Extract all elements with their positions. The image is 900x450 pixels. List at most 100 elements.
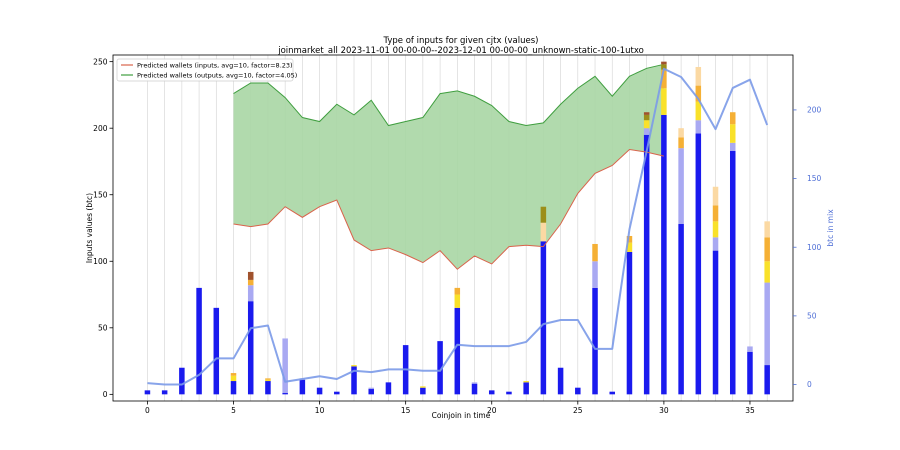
y2-axis-label: btc in mix: [826, 209, 835, 247]
bar-segment-fresh: [729, 150, 736, 395]
y2-tick-label: 200: [807, 106, 822, 115]
bar-segment-fresh: [540, 241, 547, 395]
y2-tick-label: 0: [807, 380, 812, 389]
bar-segment-remix: [764, 282, 770, 366]
y-tick-label: 100: [93, 257, 108, 266]
x-tick-label: 20: [487, 406, 497, 415]
y-axis-ticks: 0 50 100 150 200 250: [93, 57, 113, 399]
inputs-line: [233, 148, 664, 270]
y2-tick-label: 150: [807, 174, 822, 183]
bar-segment-fresh: [661, 114, 667, 395]
bar-segment-yellow: [351, 365, 357, 367]
bar-segment-yellow: [230, 375, 237, 382]
bar-segment-fresh: [144, 390, 151, 395]
bar-segment-yellow: [626, 242, 633, 252]
bar-segment-fresh: [471, 383, 478, 395]
bar-segment-yellow: [454, 294, 461, 308]
bar-segment-fresh: [247, 301, 254, 395]
y-tick-label: 0: [103, 390, 108, 399]
bar-segment-fresh: [506, 391, 512, 395]
bar-segment-orange: [712, 205, 719, 222]
bar-segment-fresh: [678, 224, 684, 395]
bar-segment-fresh: [764, 365, 770, 395]
bar-segment-fresh: [368, 389, 374, 395]
bar-segment-fresh: [299, 379, 306, 395]
bar-segment-fresh: [454, 307, 461, 395]
bar-segment-yellow: [420, 386, 426, 388]
bar-segment-olive: [540, 206, 547, 223]
bar-segment-remix: [712, 237, 719, 251]
bar-segment-fresh: [592, 287, 598, 395]
bar-segment-yellow: [712, 221, 719, 238]
bar-segment-fresh: [161, 390, 168, 395]
bar-segment-light: [540, 222, 547, 242]
bar-segment-remix: [471, 382, 478, 384]
bar-segment-fresh: [437, 341, 443, 395]
bar-segment-fresh: [213, 307, 220, 395]
bar-segment-light: [695, 66, 702, 86]
bar-segment-fresh: [575, 387, 581, 395]
x-tick-label: 30: [659, 406, 669, 415]
btc-in-mix-line: [147, 67, 769, 386]
legend-box: [116, 58, 294, 82]
bar-segment-fresh: [712, 250, 719, 395]
bar-segment-fresh: [282, 393, 288, 395]
y2-axis-ticks: 0 50 100 150 200: [793, 106, 822, 389]
bar-segment-orange: [661, 69, 667, 89]
bar-segment-brown: [661, 61, 667, 65]
bar-segment-fresh: [609, 391, 615, 395]
bar-segment-fresh: [196, 287, 202, 395]
bar-segment-light: [678, 128, 684, 138]
bar-segment-yellow: [523, 381, 529, 383]
y2-tick-label: 100: [807, 243, 822, 252]
bar-segment-fresh: [179, 367, 185, 395]
bar-segment-fresh: [643, 134, 650, 395]
bar-segment-fresh: [488, 390, 495, 395]
x-tick-label: 5: [231, 406, 236, 415]
bar-segment-fresh: [334, 391, 340, 395]
bar-segment-orange: [678, 137, 684, 149]
bar-segment-fresh: [265, 381, 271, 395]
x-tick-label: 35: [745, 406, 755, 415]
y-tick-label: 150: [93, 190, 108, 199]
bar-segment-yellow: [661, 88, 667, 115]
chart-subtitle: joinmarket_all 2023-11-01 00-00-00--2023…: [277, 46, 644, 56]
bar-segment-brown: [643, 112, 650, 115]
bar-segment-yellow: [265, 379, 271, 382]
bar-segment-remix: [247, 285, 254, 302]
bar-segment-orange: [764, 237, 770, 262]
x-tick-label: 10: [315, 406, 325, 415]
bar-segment-fresh: [420, 387, 426, 395]
bar-segment-remix: [695, 120, 702, 134]
y-tick-label: 50: [98, 323, 108, 332]
y2-tick-label: 50: [807, 311, 817, 320]
bar-segment-fresh: [626, 251, 633, 395]
bar-segment-fresh: [747, 351, 753, 395]
bar-segment-light: [764, 221, 770, 238]
bar-segment-remix: [729, 142, 736, 151]
bar-segment-olive: [661, 64, 667, 70]
legend: Predicted wallets (inputs, avg=10, facto…: [116, 58, 297, 82]
bar-segment-orange: [247, 279, 254, 286]
bar-segment-olive: [643, 114, 650, 121]
legend-label-outputs: Predicted wallets (outputs, avg=10, fact…: [137, 72, 297, 80]
x-tick-label: 15: [401, 406, 411, 415]
bar-segment-fresh: [557, 367, 564, 395]
y-tick-label: 250: [93, 57, 108, 66]
x-tick-label: 0: [145, 406, 150, 415]
bar-segment-orange: [454, 287, 461, 295]
chart-title: Type of inputs for given cjtx (values): [383, 36, 539, 46]
bar-segment-yellow: [643, 120, 650, 129]
y-tick-label: 200: [93, 124, 108, 133]
bar-segment-yellow: [764, 261, 770, 283]
bar-segment-fresh: [695, 133, 702, 395]
axes-frame: [112, 54, 794, 402]
stacked-bars: [144, 61, 770, 395]
bar-segment-remix: [282, 338, 288, 394]
bar-segment-orange: [265, 378, 271, 380]
bar-segment-orange: [592, 243, 598, 262]
legend-label-inputs: Predicted wallets (inputs, avg=10, facto…: [137, 62, 293, 70]
bar-segment-orange: [729, 112, 736, 125]
bar-segment-light: [712, 186, 719, 206]
